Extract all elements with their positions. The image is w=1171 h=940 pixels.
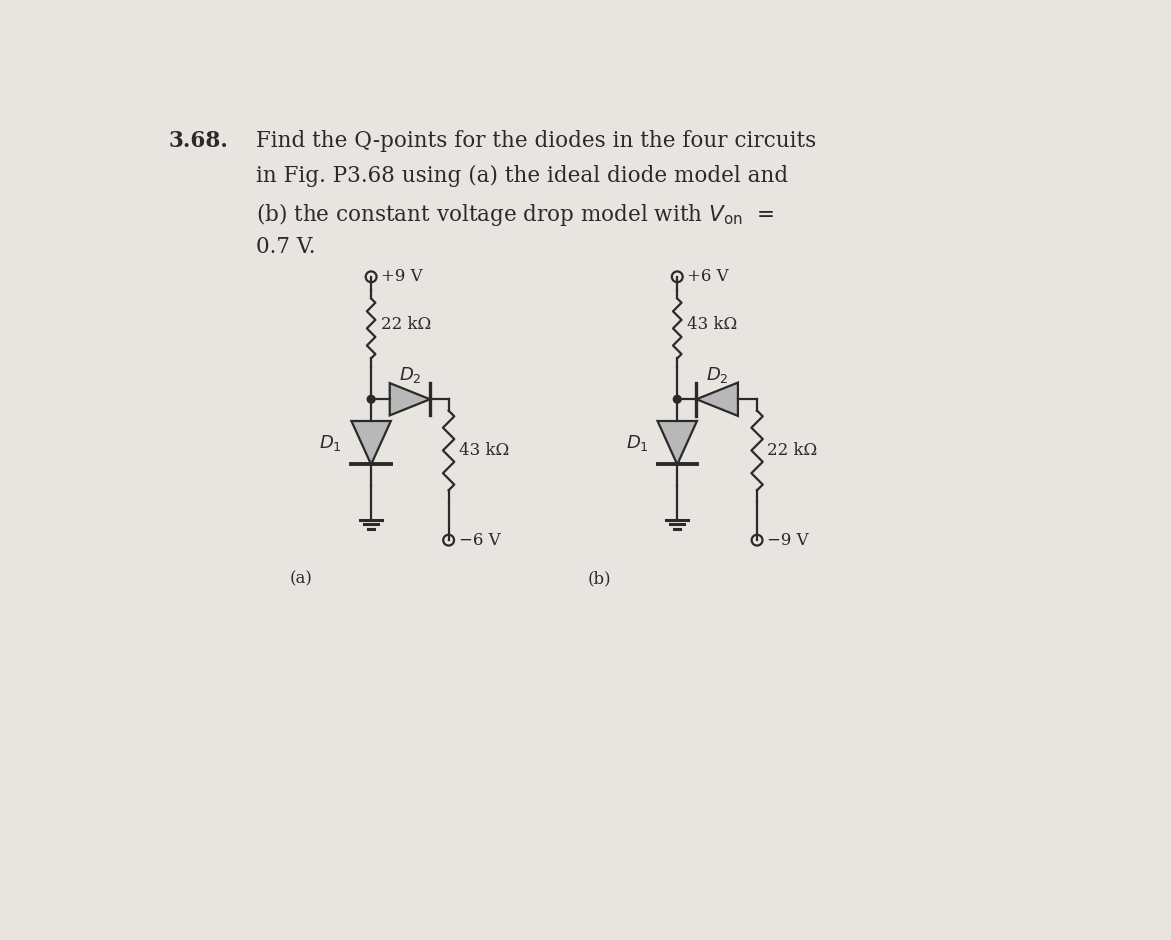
Text: +6 V: +6 V (687, 268, 730, 286)
Text: in Fig. P3.68 using (a) the ideal diode model and: in Fig. P3.68 using (a) the ideal diode … (256, 165, 788, 187)
Text: 22 kΩ: 22 kΩ (382, 316, 431, 333)
Text: 0.7 V.: 0.7 V. (256, 236, 316, 258)
Polygon shape (658, 421, 697, 464)
Text: −9 V: −9 V (767, 532, 814, 549)
Text: $D_2$: $D_2$ (398, 365, 422, 384)
Polygon shape (390, 384, 430, 415)
Text: Find the Q-points for the diodes in the four circuits: Find the Q-points for the diodes in the … (256, 130, 816, 151)
Text: 22 kΩ: 22 kΩ (767, 442, 817, 459)
Text: 43 kΩ: 43 kΩ (459, 442, 509, 459)
Text: (b): (b) (588, 571, 611, 588)
Polygon shape (351, 421, 391, 464)
Text: $D_2$: $D_2$ (706, 365, 728, 384)
Text: 43 kΩ: 43 kΩ (687, 316, 738, 333)
Circle shape (673, 396, 682, 403)
Text: 3.68.: 3.68. (169, 130, 228, 151)
Circle shape (368, 396, 375, 403)
Polygon shape (697, 383, 738, 415)
Text: (b) the constant voltage drop model with $V_{\rm on}$  =: (b) the constant voltage drop model with… (256, 200, 774, 227)
Text: $D_1$: $D_1$ (320, 432, 342, 453)
Text: (a): (a) (290, 571, 313, 588)
Text: −6 V: −6 V (459, 532, 506, 549)
Text: $D_1$: $D_1$ (625, 432, 649, 453)
Text: +9 V: +9 V (382, 268, 423, 286)
